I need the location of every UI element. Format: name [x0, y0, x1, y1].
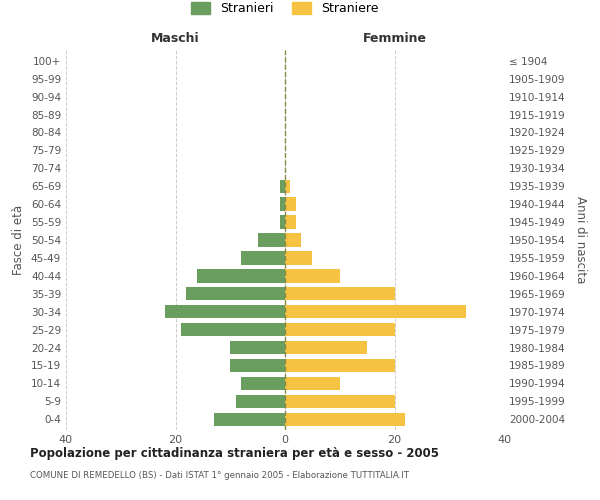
Text: Maschi: Maschi: [151, 32, 200, 44]
Bar: [285, 251, 313, 264]
Bar: [197, 269, 285, 282]
Bar: [280, 198, 285, 211]
Bar: [285, 412, 406, 426]
Bar: [214, 412, 285, 426]
Text: COMUNE DI REMEDELLO (BS) - Dati ISTAT 1° gennaio 2005 - Elaborazione TUTTITALIA.: COMUNE DI REMEDELLO (BS) - Dati ISTAT 1°…: [30, 471, 409, 480]
Bar: [181, 323, 285, 336]
Text: Femmine: Femmine: [362, 32, 427, 44]
Bar: [257, 234, 285, 246]
Bar: [230, 341, 285, 354]
Bar: [230, 359, 285, 372]
Bar: [280, 180, 285, 193]
Bar: [236, 394, 285, 408]
Bar: [285, 394, 395, 408]
Bar: [285, 180, 290, 193]
Bar: [285, 287, 395, 300]
Y-axis label: Fasce di età: Fasce di età: [13, 205, 25, 275]
Bar: [285, 234, 301, 246]
Bar: [285, 323, 395, 336]
Y-axis label: Anni di nascita: Anni di nascita: [574, 196, 587, 284]
Bar: [187, 287, 285, 300]
Bar: [285, 359, 395, 372]
Text: Popolazione per cittadinanza straniera per età e sesso - 2005: Popolazione per cittadinanza straniera p…: [30, 448, 439, 460]
Bar: [285, 376, 340, 390]
Bar: [280, 216, 285, 229]
Bar: [285, 269, 340, 282]
Bar: [241, 376, 285, 390]
Bar: [285, 341, 367, 354]
Bar: [164, 305, 285, 318]
Legend: Stranieri, Straniere: Stranieri, Straniere: [187, 0, 383, 20]
Bar: [285, 198, 296, 211]
Bar: [241, 251, 285, 264]
Bar: [285, 305, 466, 318]
Bar: [285, 216, 296, 229]
